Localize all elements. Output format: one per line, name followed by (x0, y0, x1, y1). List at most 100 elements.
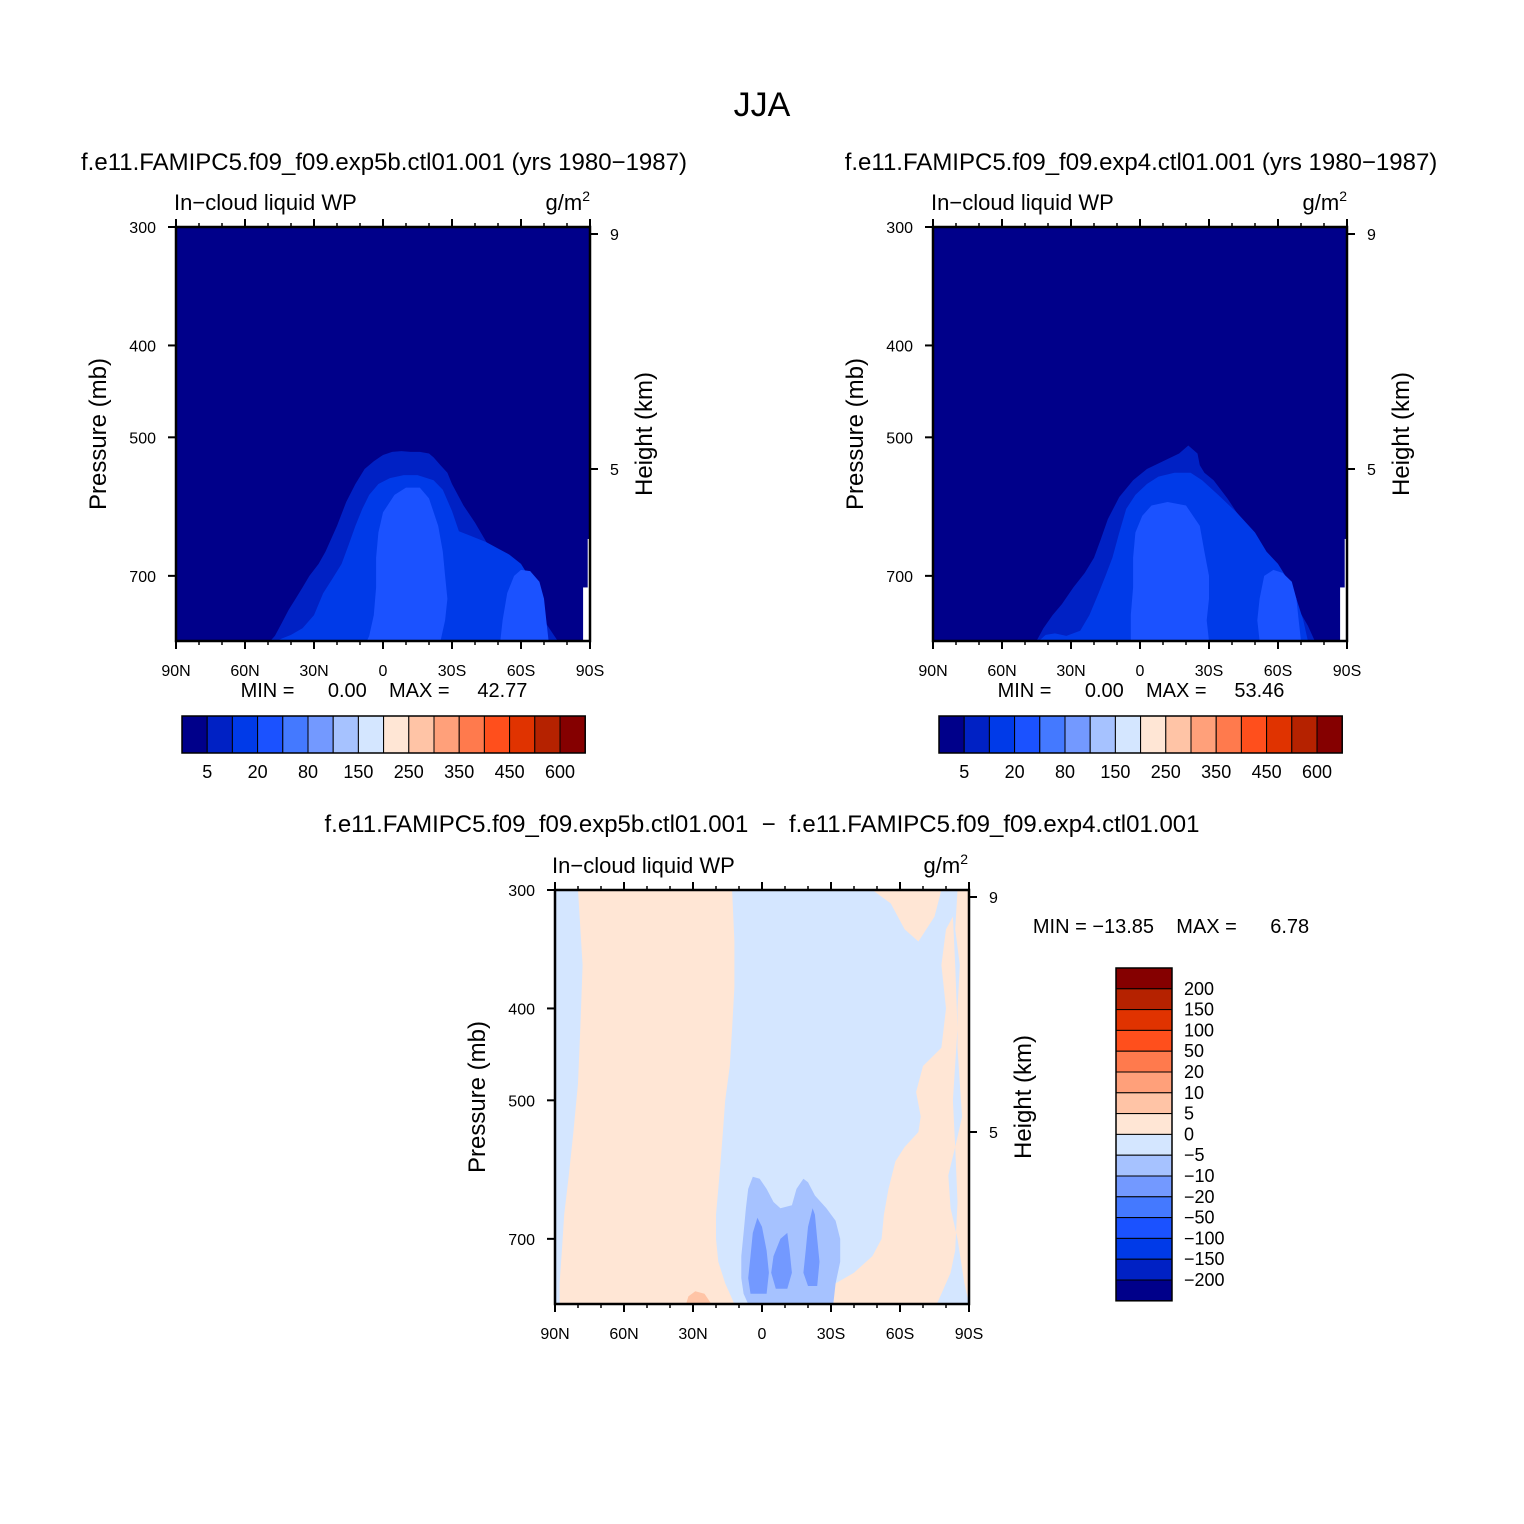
colorbar-label: 450 (495, 762, 525, 782)
colorbar-label: 20 (248, 762, 268, 782)
panel-difference-stats: MIN = −13.85 MAX = 6.78 (1033, 916, 1309, 938)
x-tick-label: 30N (1056, 663, 1085, 680)
colorbar-box (1014, 715, 1041, 754)
y-tick-label: 400 (508, 1001, 535, 1018)
colorbar-box (1115, 1258, 1173, 1281)
colorbar-label: −100 (1184, 1228, 1225, 1248)
y-right-tick-label: 9 (610, 227, 619, 244)
contour-region-3 (803, 1208, 820, 1286)
colorbar-label: 150 (343, 762, 373, 782)
y-tick-label: 400 (129, 338, 156, 355)
colorbar-box (1190, 715, 1217, 754)
x-tick-label: 30S (1195, 663, 1223, 680)
colorbar-box (509, 715, 536, 754)
y-right-axis-label: Height (km) (1010, 1035, 1037, 1159)
panel-control-plot-area: 90N 60N 30N 0 30S 60S 90S 300 400 500 700 9 5 Pressur… (842, 219, 1415, 680)
colorbar-frame (938, 715, 1343, 754)
colorbar-box (332, 715, 359, 754)
x-tick-label: 30N (299, 663, 328, 680)
colorbar-box (181, 715, 208, 754)
contour-region-2 (366, 487, 549, 641)
x-tick-label: 60N (230, 663, 259, 680)
colorbar-label: 350 (444, 762, 474, 782)
contour-region-4 (771, 1232, 792, 1289)
shading (176, 227, 590, 641)
panel-control-colorbar: 5 20 80 150 250 350 450 600 (938, 715, 1343, 782)
y-right-tick-label: 9 (989, 890, 998, 907)
contour-region-5 (748, 1217, 769, 1294)
figure-title: JJA (734, 86, 791, 124)
colorbar-label: 80 (298, 762, 318, 782)
missing-data (1340, 587, 1347, 641)
shading (933, 227, 1347, 641)
x-tick-label: 0 (379, 663, 388, 680)
colorbar-label: −20 (1184, 1187, 1215, 1207)
panel-test-colorbar: 5 20 80 150 250 350 450 600 (181, 715, 586, 782)
colorbar-label: 150 (1184, 1000, 1214, 1020)
panel-test-title: f.e11.FAMIPC5.f09_f09.exp5b.ctl01.001 (y… (81, 149, 687, 176)
colorbar-box (1115, 1154, 1173, 1177)
panel-test: f.e11.FAMIPC5.f09_f09.exp5b.ctl01.001 (y… (81, 149, 687, 782)
colorbar-label: 250 (1151, 762, 1181, 782)
y-tick-label: 500 (508, 1093, 535, 1110)
y-right-tick-label: 5 (989, 1125, 998, 1142)
y-tick-label: 700 (129, 569, 156, 586)
panel-control: f.e11.FAMIPC5.f09_f09.exp4.ctl01.001 (yr… (842, 149, 1437, 782)
x-tick-label: 60S (507, 663, 535, 680)
y-tick-label: 700 (886, 569, 913, 586)
colorbar-box (1115, 1175, 1173, 1198)
colorbar-label: 20 (1184, 1062, 1204, 1082)
colorbar-label: −200 (1184, 1270, 1225, 1290)
colorbar-box (1266, 715, 1293, 754)
colorbar-label: 600 (545, 762, 575, 782)
colorbar-box (938, 715, 965, 754)
contour-region-2 (1130, 502, 1301, 641)
colorbar-box (1165, 715, 1192, 754)
panel-difference-title: f.e11.FAMIPC5.f09_f09.exp5b.ctl01.001 − … (324, 811, 1199, 838)
x-tick-label: 90S (1333, 663, 1361, 680)
contour-region-0 (716, 890, 969, 1304)
colorbar-box (1115, 1113, 1173, 1135)
panel-control-units: g/m2 (1303, 188, 1348, 215)
y-axis-label: Pressure (mb) (464, 1021, 491, 1173)
colorbar-box (963, 715, 990, 754)
colorbar-label: −10 (1184, 1166, 1215, 1186)
colorbar-box (1115, 1217, 1173, 1239)
colorbar-box (1115, 1050, 1173, 1073)
x-tick-label: 90S (955, 1326, 983, 1343)
y-right-tick-label: 5 (1367, 462, 1376, 479)
colorbar-box (257, 715, 284, 754)
colorbar-label: −150 (1184, 1249, 1225, 1269)
colorbar-box (534, 715, 561, 754)
colorbar-box (1115, 1029, 1173, 1052)
colorbar-box (1115, 1237, 1173, 1260)
colorbar-box (383, 715, 410, 754)
contour-region-1 (555, 890, 583, 1304)
colorbar-label: 150 (1100, 762, 1130, 782)
x-tick-label: 0 (758, 1326, 767, 1343)
y-tick-label: 500 (886, 430, 913, 447)
y-axis-label: Pressure (mb) (842, 358, 869, 510)
colorbar-box (1140, 715, 1167, 754)
colorbar-box (282, 715, 309, 754)
panel-test-plot-area: 90N 60N 30N 0 30S 60S 90S 300 400 500 700 9 5 Pressur… (85, 219, 658, 680)
colorbar-box (1115, 988, 1173, 1011)
colorbar-label: 50 (1184, 1041, 1204, 1061)
y-tick-label: 500 (129, 430, 156, 447)
missing-data (583, 587, 590, 641)
y-tick-label: 700 (508, 1232, 535, 1249)
y-right-axis-label: Height (km) (631, 372, 658, 496)
x-tick-label: 30S (817, 1326, 845, 1343)
colorbar-box (988, 715, 1016, 754)
colorbar-label: 200 (1184, 979, 1214, 999)
x-tick-label: 60S (886, 1326, 914, 1343)
colorbar-frame (1115, 967, 1173, 1302)
colorbar-box (1240, 715, 1268, 754)
colorbar-box (1215, 715, 1242, 754)
colorbar-label: 80 (1055, 762, 1075, 782)
colorbar-box (1064, 715, 1091, 754)
panel-difference-plot-area: 90N 60N 30N 0 30S 60S 90S 300 400 500 700 9 5 Pressur… (464, 882, 1037, 1343)
colorbar-label: 0 (1184, 1124, 1194, 1144)
colorbar-frame (181, 715, 586, 754)
